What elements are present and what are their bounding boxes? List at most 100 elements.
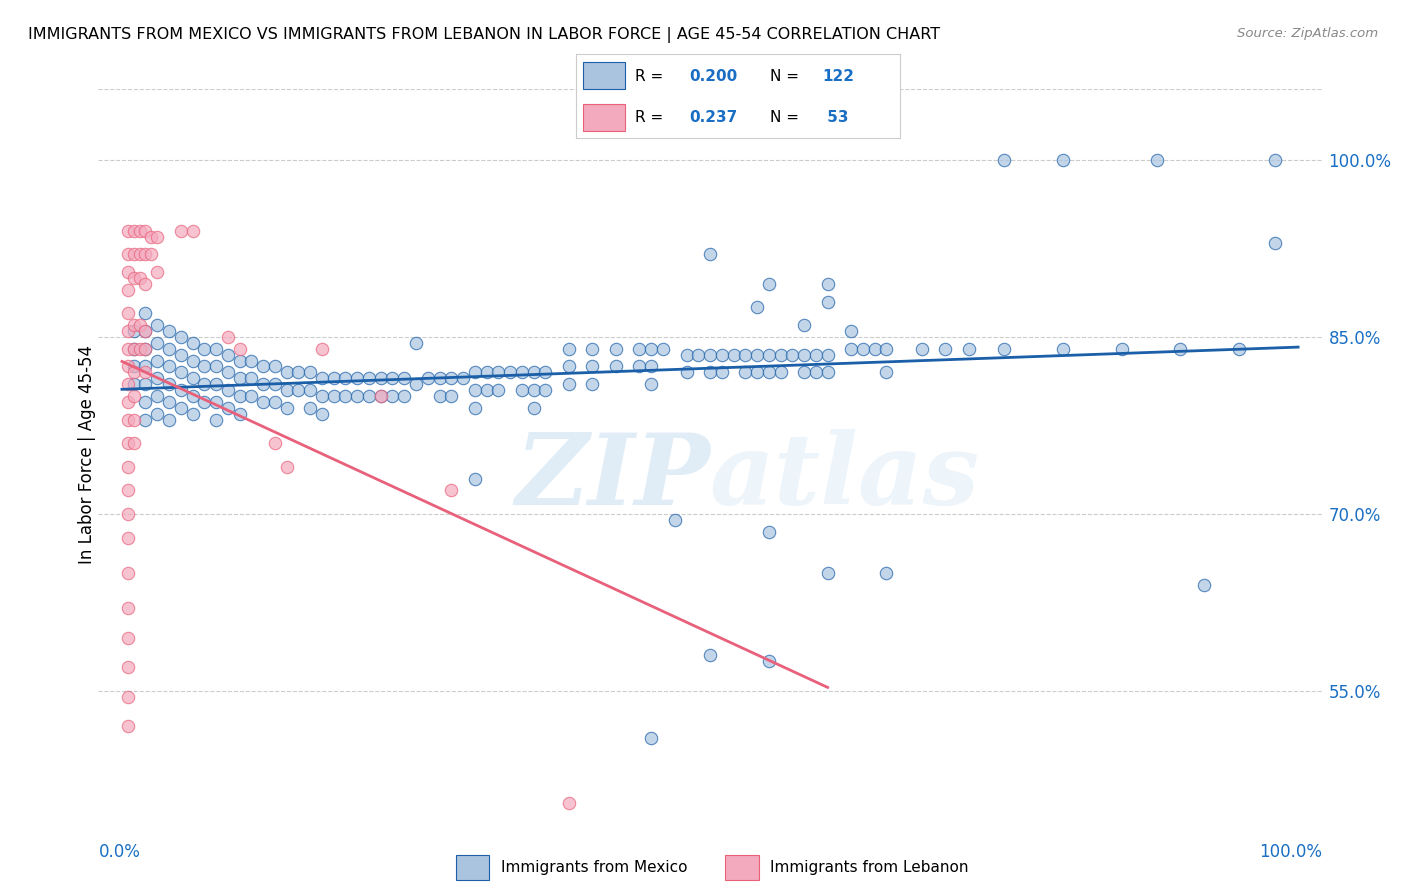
Point (486, 365, 509, 379)
Point (723, 348, 745, 362)
Point (134, 412, 156, 426)
Text: Source: ZipAtlas.com: Source: ZipAtlas.com (1237, 27, 1378, 40)
Point (769, 365, 792, 379)
Point (146, 371, 169, 385)
Point (122, 389, 145, 403)
Point (416, 371, 439, 385)
Point (475, 383, 498, 397)
Bar (583, 104, 624, 131)
Point (240, 371, 263, 385)
Text: N =: N = (770, 111, 804, 126)
Point (117, 324, 139, 338)
Point (128, 271, 150, 285)
Point (1052, 342, 1074, 356)
Point (335, 389, 357, 403)
Point (170, 365, 193, 379)
Point (688, 348, 710, 362)
Point (157, 342, 180, 356)
Point (440, 389, 463, 403)
Point (134, 277, 156, 291)
Point (1192, 577, 1215, 591)
Point (475, 365, 498, 379)
Point (1052, 153, 1074, 167)
Point (117, 265, 139, 279)
Point (699, 648, 721, 663)
Point (263, 394, 285, 409)
Point (440, 483, 463, 498)
Point (217, 348, 239, 362)
Point (134, 342, 156, 356)
Point (181, 353, 204, 368)
Point (852, 342, 875, 356)
Point (122, 324, 145, 338)
Point (558, 359, 581, 374)
Point (122, 342, 145, 356)
Point (141, 247, 163, 261)
Point (839, 342, 862, 356)
Point (605, 359, 627, 374)
Text: R =: R = (634, 111, 668, 126)
Text: 0.0%: 0.0% (98, 843, 141, 861)
Point (117, 483, 139, 498)
Point (146, 318, 169, 333)
Point (370, 389, 392, 403)
Point (405, 335, 427, 350)
Point (157, 377, 180, 392)
Point (710, 348, 733, 362)
Point (322, 389, 344, 403)
Point (134, 377, 156, 392)
Point (146, 335, 169, 350)
Point (346, 371, 368, 385)
Point (276, 459, 298, 474)
Point (357, 389, 380, 403)
Point (311, 342, 333, 356)
Point (217, 330, 239, 344)
Bar (725, 855, 759, 880)
Point (146, 229, 169, 244)
Point (134, 359, 156, 374)
Point (523, 383, 546, 397)
Point (170, 224, 193, 238)
Text: IMMIGRANTS FROM MEXICO VS IMMIGRANTS FROM LEBANON IN LABOR FORCE | AGE 45-54 COR: IMMIGRANTS FROM MEXICO VS IMMIGRANTS FRO… (28, 27, 941, 43)
Point (1146, 153, 1168, 167)
Point (381, 389, 404, 403)
Point (276, 383, 298, 397)
Point (134, 224, 156, 238)
Point (117, 306, 139, 320)
Point (205, 342, 228, 356)
Point (263, 377, 285, 392)
Point (793, 318, 815, 333)
Point (117, 436, 139, 450)
Point (758, 348, 780, 362)
Point (863, 342, 886, 356)
Point (392, 371, 416, 385)
Point (134, 306, 156, 320)
Text: N =: N = (770, 69, 804, 84)
Point (440, 371, 463, 385)
Point (392, 389, 416, 403)
Point (758, 654, 780, 668)
Point (758, 365, 780, 379)
Point (817, 348, 839, 362)
Point (117, 342, 139, 356)
Point (217, 365, 239, 379)
Point (252, 377, 274, 392)
Point (405, 377, 427, 392)
Point (817, 566, 839, 580)
Point (217, 401, 239, 415)
Point (782, 348, 804, 362)
Text: Immigrants from Lebanon: Immigrants from Lebanon (770, 860, 969, 875)
Point (170, 348, 193, 362)
Point (839, 324, 862, 338)
Point (429, 389, 451, 403)
Point (758, 277, 780, 291)
Point (117, 224, 139, 238)
Point (628, 342, 651, 356)
Text: 122: 122 (823, 69, 855, 84)
Point (299, 383, 322, 397)
Point (675, 365, 697, 379)
Point (146, 265, 169, 279)
Point (875, 342, 897, 356)
Text: 53: 53 (823, 111, 849, 126)
Text: Immigrants from Mexico: Immigrants from Mexico (501, 860, 688, 875)
